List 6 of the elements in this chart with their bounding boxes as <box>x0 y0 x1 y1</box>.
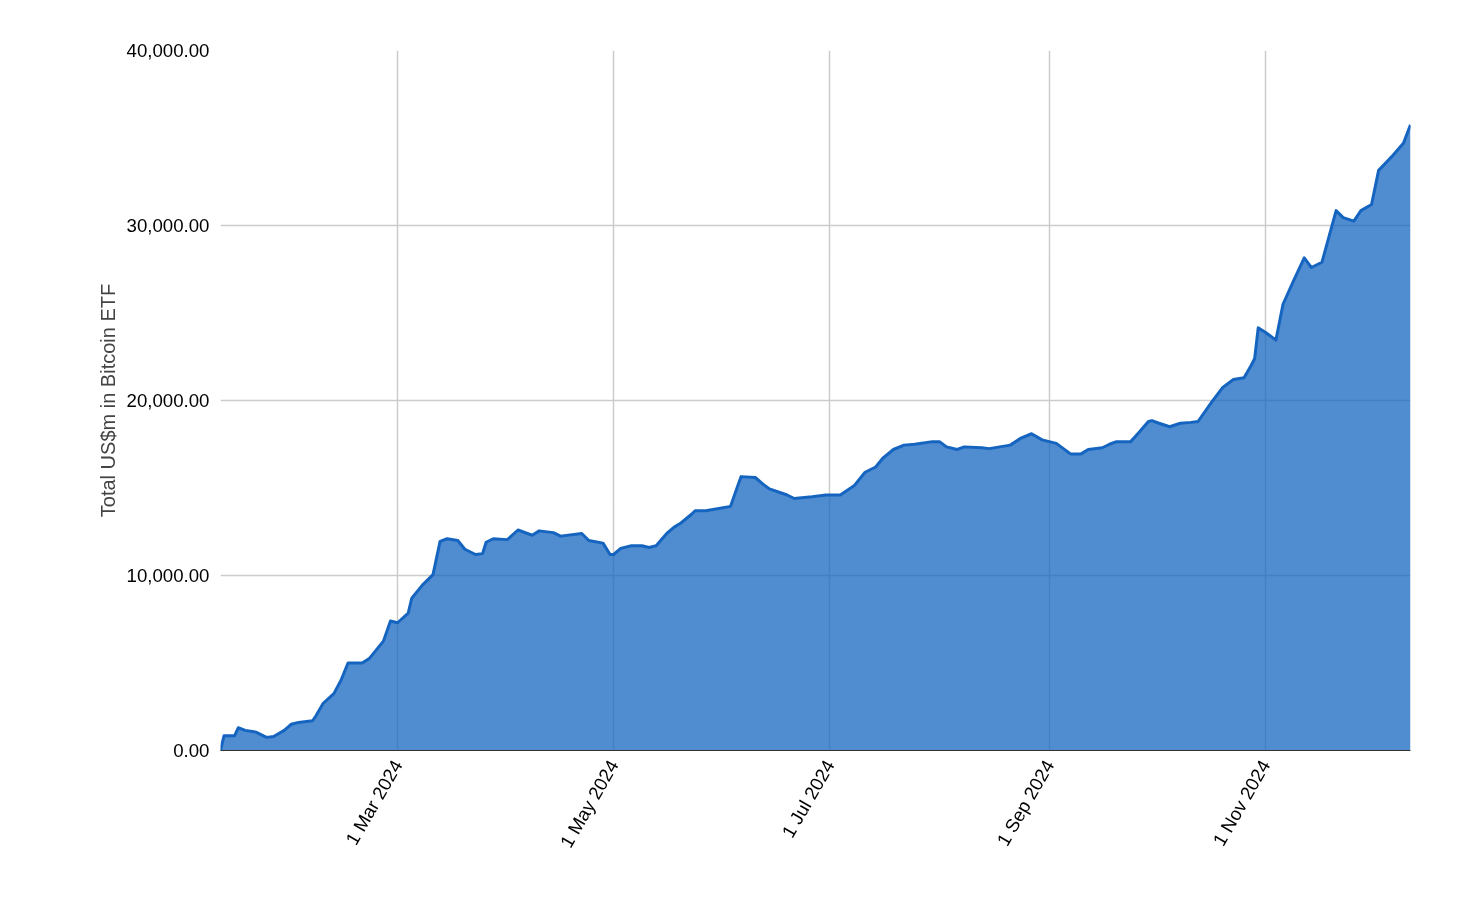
y-tick-label: 0.00 <box>173 740 210 761</box>
y-tick-label: 20,000.00 <box>126 390 210 411</box>
y-tick-label: 40,000.00 <box>126 40 210 61</box>
y-tick-label: 10,000.00 <box>126 565 210 586</box>
y-axis-title: Total US$m in Bitcoin ETF <box>96 283 119 518</box>
y-tick-label: 30,000.00 <box>126 215 210 236</box>
